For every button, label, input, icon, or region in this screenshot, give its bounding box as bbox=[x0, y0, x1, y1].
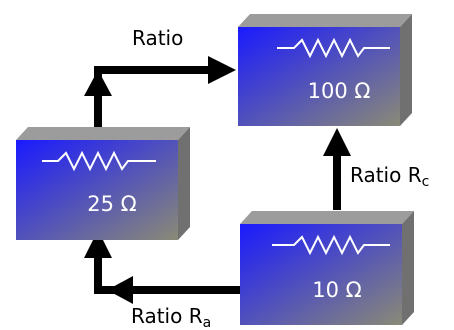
arrow-right-to-left bbox=[84, 230, 245, 304]
resistor-zigzag-icon bbox=[42, 150, 156, 172]
arrow-head-icon bbox=[107, 276, 133, 304]
box-value: 10 Ω bbox=[312, 278, 361, 302]
arrow-head-icon bbox=[84, 230, 112, 258]
arrow-head-icon bbox=[208, 56, 236, 84]
resistor-box-left: 25 Ω bbox=[16, 127, 190, 240]
box-value: 100 Ω bbox=[308, 79, 371, 103]
arrow-left-to-top bbox=[84, 56, 236, 127]
box-value: 25 Ω bbox=[87, 192, 136, 216]
resistor-box-right: 10 Ω bbox=[240, 211, 414, 325]
arrow-head-icon bbox=[84, 70, 112, 96]
resistor-box-top: 100 Ω bbox=[238, 14, 412, 126]
arrow-label-ratio-ra: Ratio Ra bbox=[131, 304, 211, 330]
arrow-label-ratio-rc: Ratio Rc bbox=[350, 163, 429, 190]
arrow-label-ratio: Ratio bbox=[132, 26, 183, 50]
arrow-head-icon bbox=[323, 128, 351, 156]
arrow-right-to-top bbox=[323, 128, 351, 210]
resistor-zigzag-icon bbox=[272, 234, 390, 256]
resistor-zigzag-icon bbox=[277, 37, 390, 59]
